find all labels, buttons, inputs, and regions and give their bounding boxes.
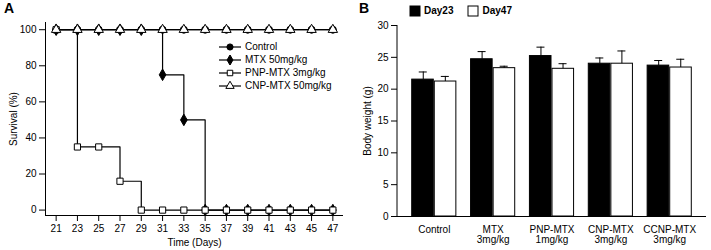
svg-text:29: 29 — [136, 223, 148, 234]
svg-text:15: 15 — [377, 115, 389, 126]
svg-text:CNP-MTX3mg/kg: CNP-MTX3mg/kg — [588, 224, 634, 245]
svg-text:45: 45 — [306, 223, 318, 234]
svg-text:60: 60 — [25, 96, 37, 107]
svg-text:33: 33 — [178, 223, 190, 234]
svg-text:20: 20 — [377, 83, 389, 94]
svg-text:25: 25 — [93, 223, 105, 234]
html-text:Control: Control — [245, 41, 278, 52]
svg-text:10: 10 — [377, 147, 389, 158]
html-text:PNP-MTX 3mg/kg: PNP-MTX 3mg/kg — [245, 67, 326, 78]
svg-text:41: 41 — [263, 223, 275, 234]
html-text:Day23: Day23 — [424, 5, 454, 16]
svg-text:40: 40 — [25, 132, 37, 143]
svg-text:Body weight (g): Body weight (g) — [362, 86, 373, 155]
html-text:B: B — [359, 0, 370, 16]
svg-text:21: 21 — [51, 223, 63, 234]
html-text:A: A — [4, 0, 15, 16]
svg-text:25: 25 — [377, 52, 389, 63]
svg-text:47: 47 — [327, 223, 339, 234]
svg-text:80: 80 — [25, 60, 37, 71]
svg-text:0: 0 — [383, 211, 389, 222]
svg-text:39: 39 — [242, 223, 254, 234]
svg-text:Time (Days): Time (Days) — [167, 237, 221, 248]
svg-text:35: 35 — [200, 223, 212, 234]
svg-text:Control: Control — [418, 224, 450, 235]
svg-text:100: 100 — [20, 24, 37, 35]
svg-text:31: 31 — [157, 223, 169, 234]
html-text:CNP-MTX 50mg/kg: CNP-MTX 50mg/kg — [245, 80, 332, 91]
html-text:Day47: Day47 — [482, 5, 512, 16]
html-text:MTX 50mg/kg: MTX 50mg/kg — [245, 54, 308, 65]
svg-text:27: 27 — [114, 223, 126, 234]
svg-text:23: 23 — [72, 223, 84, 234]
svg-text:PNP-MTX1mg/kg: PNP-MTX1mg/kg — [530, 224, 575, 245]
svg-text:20: 20 — [25, 168, 37, 179]
svg-text:CCNP-MTX3mg/kg: CCNP-MTX3mg/kg — [643, 224, 696, 245]
svg-text:30: 30 — [377, 20, 389, 31]
svg-text:0: 0 — [31, 204, 37, 215]
svg-text:MTX3mg/kg: MTX3mg/kg — [477, 224, 510, 245]
svg-text:Survival (%): Survival (%) — [8, 92, 19, 146]
svg-text:5: 5 — [383, 179, 389, 190]
svg-text:37: 37 — [221, 223, 233, 234]
svg-text:43: 43 — [285, 223, 297, 234]
